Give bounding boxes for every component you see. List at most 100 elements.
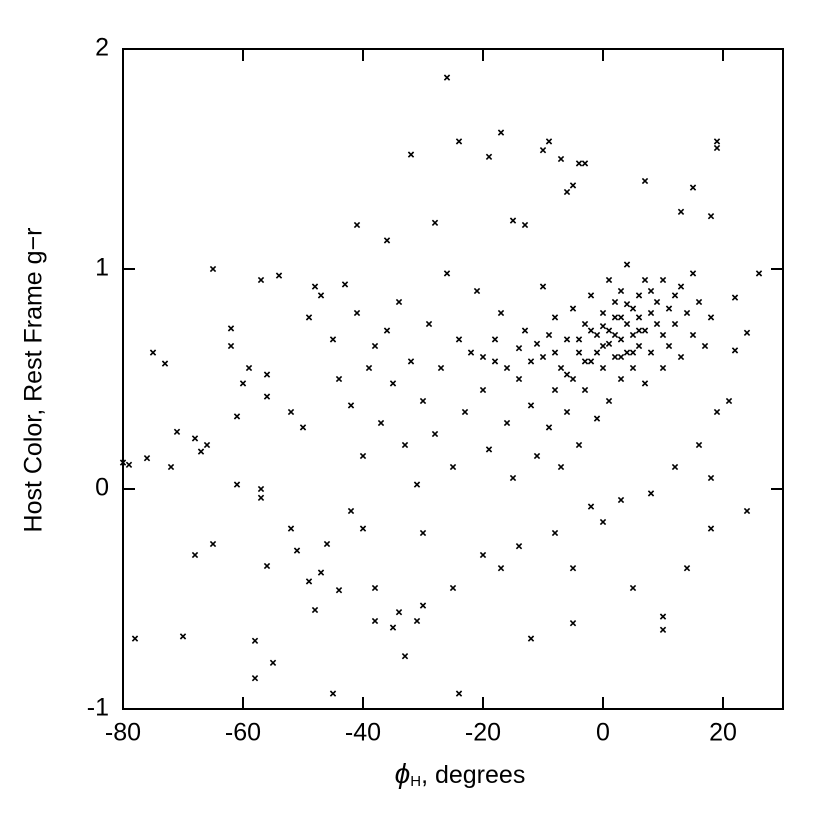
point [257, 276, 265, 284]
point [431, 219, 439, 226]
point [317, 569, 325, 576]
point [515, 543, 523, 550]
y-tick-label: -1 [87, 694, 109, 722]
point [695, 441, 703, 449]
point [377, 419, 385, 427]
point [437, 364, 445, 372]
point [581, 160, 589, 167]
point [335, 375, 343, 383]
x-tick-label: -40 [345, 719, 381, 747]
point [179, 633, 187, 640]
point [689, 184, 697, 191]
x-label-subscript: H [410, 773, 421, 790]
point [629, 331, 637, 339]
point [395, 298, 403, 306]
point [557, 364, 565, 372]
point [425, 320, 433, 328]
point [263, 393, 271, 400]
point [233, 481, 241, 488]
point [359, 452, 367, 460]
point [671, 463, 679, 471]
point [617, 353, 625, 361]
point [521, 327, 529, 334]
point [689, 331, 697, 339]
point [263, 371, 271, 378]
point [497, 129, 505, 136]
point [653, 298, 661, 306]
point [641, 380, 649, 387]
point [743, 507, 751, 515]
point [353, 309, 361, 317]
point [401, 441, 409, 449]
point [503, 364, 511, 372]
point [371, 584, 379, 592]
point [119, 459, 127, 466]
point [683, 565, 691, 572]
point [257, 494, 265, 501]
point [725, 397, 733, 405]
point [371, 617, 379, 625]
point [617, 314, 625, 321]
point [539, 283, 547, 290]
point [329, 336, 337, 343]
point [479, 386, 487, 394]
point [707, 314, 715, 321]
point [605, 397, 613, 405]
point [293, 547, 301, 554]
point [473, 287, 481, 295]
point [347, 507, 355, 515]
point [623, 320, 631, 328]
point [671, 320, 679, 328]
point [323, 540, 331, 548]
point [647, 490, 655, 497]
point [413, 617, 421, 625]
point [569, 182, 577, 189]
point [593, 349, 601, 356]
point [671, 292, 679, 299]
point [563, 336, 571, 343]
point [311, 606, 319, 614]
point [677, 283, 685, 290]
point [209, 265, 217, 273]
point [635, 342, 643, 350]
point [389, 624, 397, 631]
point [251, 675, 259, 682]
point [683, 309, 691, 317]
point [635, 314, 643, 321]
x-label-text: , degrees [421, 761, 525, 789]
point [353, 221, 361, 229]
point [455, 690, 463, 697]
point [539, 353, 547, 361]
x-tick-label: -60 [225, 719, 261, 747]
point [647, 349, 655, 356]
point [527, 402, 535, 409]
x-tick-label: 20 [709, 719, 737, 747]
point [239, 380, 247, 387]
point [677, 353, 685, 361]
x-axis-label: ϕH, degrees [395, 758, 526, 790]
point [641, 327, 649, 334]
point [407, 151, 415, 158]
point [515, 345, 523, 352]
point [713, 408, 721, 416]
point [131, 635, 139, 642]
point [449, 584, 457, 592]
y-tick-label: 1 [95, 254, 109, 282]
point [515, 375, 523, 383]
point [617, 496, 625, 504]
point [587, 327, 595, 334]
point [383, 327, 391, 334]
point [743, 329, 751, 336]
point [305, 314, 313, 321]
point [533, 452, 541, 460]
point [707, 525, 715, 532]
point [647, 309, 655, 317]
point [659, 331, 667, 339]
point [491, 336, 499, 343]
point [665, 342, 673, 350]
plot-frame [122, 48, 784, 710]
point [413, 481, 421, 488]
point [605, 340, 613, 347]
point [695, 298, 703, 306]
